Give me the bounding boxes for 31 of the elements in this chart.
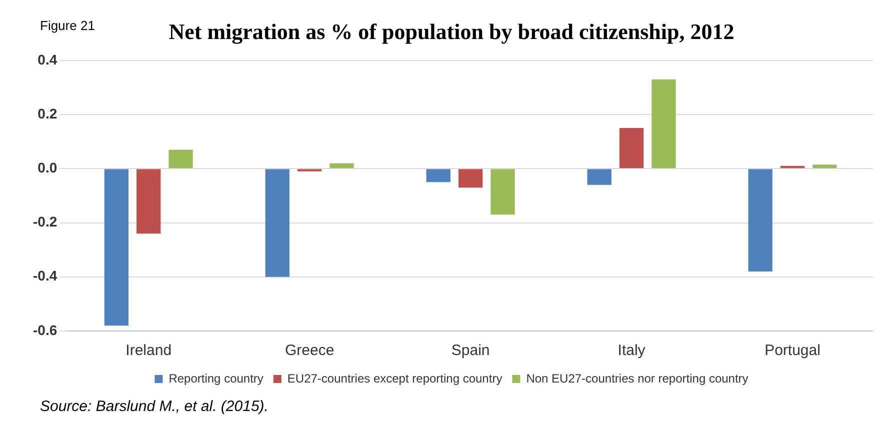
chart-title: Net migration as % of population by broad citizenship, 2012 — [168, 18, 734, 44]
bar — [748, 169, 772, 272]
y-tick-label: 0.4 — [38, 51, 58, 68]
legend-label: Non EU27-countries nor reporting country — [526, 371, 748, 386]
source-note: Source: Barslund M., et al. (2015). — [40, 398, 268, 415]
x-tick-label: Portugal — [764, 342, 820, 360]
y-tick-label: -0.2 — [33, 214, 58, 230]
y-tick-label: -0.6 — [33, 322, 58, 338]
bar — [458, 169, 483, 188]
legend-label: Reporting country — [168, 371, 264, 386]
bar — [104, 169, 128, 326]
x-tick-label: Italy — [618, 342, 646, 360]
bar — [490, 169, 515, 215]
bar — [168, 150, 193, 168]
bar — [426, 169, 450, 182]
x-tick-label: Greece — [284, 342, 334, 360]
bar — [619, 128, 644, 168]
bar — [652, 79, 676, 168]
x-tick-label: Ireland — [126, 342, 172, 360]
bar — [780, 166, 805, 168]
y-tick-label: 0.0 — [38, 160, 58, 176]
x-tick-label: Spain — [451, 342, 490, 360]
bar — [330, 163, 354, 168]
caption: Figure 21 — [40, 18, 95, 33]
bar — [587, 169, 612, 185]
y-tick-label: 0.2 — [38, 105, 58, 122]
bar — [812, 164, 837, 168]
legend-label: EU27-countries except reporting country — [287, 371, 502, 386]
bar — [265, 169, 290, 277]
bar — [136, 169, 161, 234]
y-tick-label: -0.4 — [33, 268, 58, 284]
